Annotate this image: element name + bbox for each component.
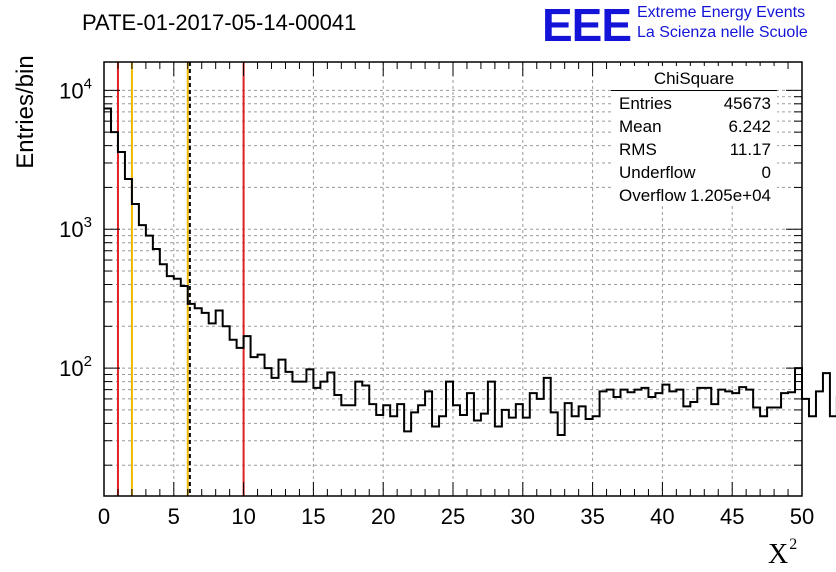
y-tick-label: 102 (59, 353, 92, 381)
y-tick-label: 103 (59, 214, 92, 242)
x-tick-label: 5 (168, 504, 180, 529)
stats-box: ChiSquare Entries 45673 Mean 6.242 RMS 1… (611, 66, 777, 206)
x-tick-label: 20 (371, 504, 395, 529)
stats-row-mean: Mean 6.242 (611, 114, 777, 137)
x-tick-label: 10 (231, 504, 255, 529)
stats-overflow-label: Overflow (619, 186, 687, 205)
histogram-series (104, 107, 836, 436)
x-tick-labels: 0 5 10 15 20 25 30 35 40 45 50 (98, 504, 814, 529)
stats-title: ChiSquare (611, 66, 777, 91)
x-tick-label: 25 (441, 504, 465, 529)
stats-overflow-value: 1.205e+04 (690, 186, 771, 205)
stats-rms-label: RMS (619, 140, 657, 159)
x-tick-label: 50 (790, 504, 814, 529)
stats-row-entries: Entries 45673 (611, 91, 777, 114)
eee-logo-text: Extreme Energy Events La Scienza nelle S… (637, 3, 808, 43)
x-tick-label: 30 (511, 504, 535, 529)
stats-rms-value: 11.17 (729, 140, 771, 159)
stats-underflow-label: Underflow (619, 163, 696, 182)
x-tick-label: 40 (650, 504, 674, 529)
stats-row-rms: RMS 11.17 (611, 137, 777, 160)
logo-line-1: Extreme Energy Events (637, 4, 806, 21)
x-axis-label-base: X (768, 539, 789, 570)
logo-line-2: La Scienza nelle Scuole (637, 24, 808, 41)
x-tick-label: 15 (301, 504, 325, 529)
x-tick-label: 0 (98, 504, 110, 529)
stats-mean-label: Mean (619, 117, 662, 136)
x-tick-label: 35 (580, 504, 604, 529)
axis-ticks (103, 62, 803, 496)
stats-underflow-value: 0 (761, 163, 771, 182)
eee-logo: EEE (542, 0, 632, 51)
x-tick-label: 45 (720, 504, 744, 529)
x-axis-label-exponent: 2 (789, 536, 798, 553)
y-axis-label: Entries/bin (12, 55, 39, 169)
stats-row-underflow: Underflow 0 (611, 160, 777, 183)
stats-entries-value: 45673 (723, 94, 771, 113)
y-tick-labels: 102 103 104 (59, 75, 92, 381)
stats-entries-label: Entries (619, 94, 672, 113)
stats-row-overflow: Overflow 1.205e+04 (611, 183, 777, 206)
x-axis-label: X2 (768, 536, 797, 571)
chart-title: PATE-01-2017-05-14-00041 (82, 10, 357, 35)
stats-mean-value: 6.242 (728, 117, 771, 136)
y-tick-label: 104 (59, 75, 92, 103)
